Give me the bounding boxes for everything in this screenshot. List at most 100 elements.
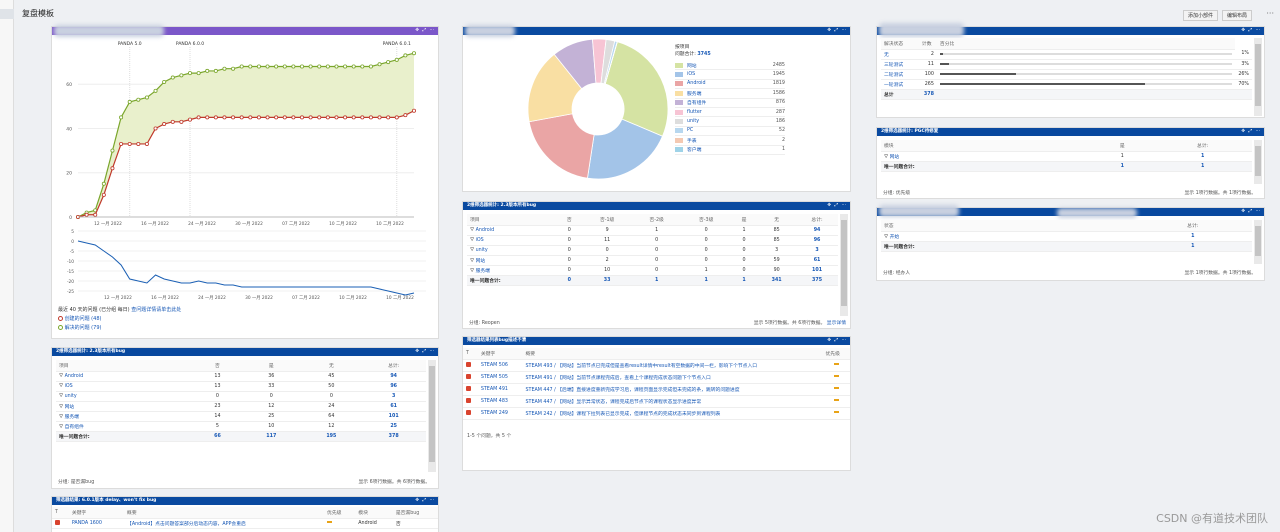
cell-value[interactable]: 96	[361, 381, 426, 392]
cell-value[interactable]: 1	[1153, 151, 1252, 162]
cell-value[interactable]: 64	[301, 411, 362, 422]
legend-row[interactable]: PC 52	[675, 127, 785, 137]
total-value[interactable]: 195	[301, 431, 362, 442]
cell-value[interactable]: 0	[301, 391, 362, 402]
table-row[interactable]: ⛛ Android 13 36 45 94	[56, 371, 426, 382]
cell-value[interactable]: 0	[241, 391, 302, 402]
issue-summary[interactable]: STEAM 491 / 【网站】当前节点课程完成后，查看上个课程完成状态问题下个…	[522, 371, 823, 384]
total-value[interactable]: 1	[1153, 161, 1252, 172]
cell-value[interactable]: 0	[631, 245, 682, 256]
legend-created-label[interactable]: 创建的问题 (48)	[64, 316, 102, 322]
gadget-controls-icon[interactable]: ✥ ⤢ ⋯	[1241, 28, 1261, 33]
legend-row[interactable]: 自有组件 876	[675, 99, 785, 108]
scrollbar[interactable]	[1254, 140, 1262, 184]
total-value[interactable]: 1	[631, 275, 682, 286]
legend-row[interactable]: iOS 1945	[675, 70, 785, 80]
cell-value[interactable]: 14	[193, 411, 242, 422]
cell-value[interactable]: 94	[361, 371, 426, 382]
cell-value[interactable]: 33	[241, 381, 302, 392]
issue-summary[interactable]: 【Android】点击问题答案部分后动态内容，APP会重启	[124, 518, 325, 529]
legend-row[interactable]: 客户端 1	[675, 146, 785, 155]
total-value[interactable]: 378	[918, 89, 937, 100]
scrollbar[interactable]	[840, 214, 848, 316]
col-header[interactable]: 是	[241, 360, 302, 372]
gadget-controls-icon[interactable]: ✥ ⤢ ⋯	[415, 349, 435, 354]
row-name[interactable]: 自有组件	[64, 424, 84, 430]
cell-value[interactable]: 25	[241, 411, 302, 422]
issue-summary[interactable]: STEAM 493 / 【网站】当前节点已完成但是查看result详情中resu…	[522, 359, 823, 372]
cell-value[interactable]: 0	[556, 235, 583, 246]
total-value[interactable]: 1	[1091, 161, 1154, 172]
col-header[interactable]: T	[463, 348, 478, 360]
cell-value[interactable]: 0	[556, 255, 583, 266]
cell-value[interactable]: 3	[361, 391, 426, 402]
summary-link[interactable]: 查问题详情请单击此处	[131, 307, 182, 313]
cell-value[interactable]: 94	[796, 225, 838, 236]
cell-value[interactable]: 0	[556, 245, 583, 256]
col-header[interactable]: 总计:	[796, 214, 838, 226]
cell-value[interactable]: 13	[193, 381, 242, 392]
total-value[interactable]: 1	[1133, 241, 1252, 252]
row-name[interactable]: Android	[475, 228, 495, 233]
cell-value[interactable]: 12	[241, 401, 302, 412]
cell-value[interactable]: 2	[582, 255, 632, 266]
cell-value[interactable]: 1	[1091, 151, 1154, 162]
filter-icon[interactable]: ⛛	[884, 234, 890, 240]
row-name[interactable]: unity	[64, 394, 77, 399]
col-header[interactable]: 否-2级	[631, 214, 682, 226]
filter-icon[interactable]: ⛛	[59, 374, 65, 379]
total-value[interactable]: 33	[582, 275, 632, 286]
table-row[interactable]: ⛛ iOS 13 33 50 96	[56, 381, 426, 392]
total-value[interactable]: 378	[361, 431, 426, 442]
col-header[interactable]: 项目	[467, 214, 557, 226]
table-row[interactable]: ⛛ 服务端 14 25 64 101	[56, 411, 426, 422]
status-name[interactable]: 二轮测试	[881, 69, 919, 80]
col-header[interactable]: 否	[556, 214, 583, 226]
col-header[interactable]: 是	[1091, 140, 1154, 152]
issue-summary[interactable]: STEAM 447 / 【网站】显示异常状态，课程完成后节点下的课程状态显示进度…	[522, 395, 823, 408]
more-menu-icon[interactable]: ···	[1266, 9, 1274, 18]
total-value[interactable]: 341	[757, 275, 797, 286]
issue-key[interactable]: PANDA 1600	[68, 518, 125, 529]
cell-value[interactable]: 0	[730, 265, 758, 276]
legend-name[interactable]: unity	[687, 119, 700, 125]
filter-icon[interactable]: ⛛	[470, 248, 476, 253]
filter-icon[interactable]: ⛛	[470, 268, 476, 274]
cell-value[interactable]: 3	[796, 245, 838, 256]
table-row[interactable]: ⛛ 开始 1	[881, 231, 1252, 242]
col-header[interactable]: 否-1级	[582, 214, 632, 226]
cell-value[interactable]: 61	[361, 401, 426, 412]
legend-row[interactable]: unity 186	[675, 117, 785, 127]
row-name[interactable]: 服务端	[64, 414, 79, 420]
legend-name[interactable]: 网站	[687, 63, 697, 69]
filter-icon[interactable]: ⛛	[59, 384, 65, 389]
cell-value[interactable]: 1	[681, 265, 731, 276]
row-name[interactable]: 网站	[475, 258, 486, 264]
col-priority[interactable]: 优先级	[324, 507, 356, 519]
table-row[interactable]: ⛛ unity 0 0 0 3	[56, 391, 426, 402]
cell-value[interactable]: 1	[730, 225, 758, 236]
show-details-link[interactable]: 显示详情	[826, 321, 846, 326]
cell-value[interactable]: 50	[301, 381, 362, 392]
row-name[interactable]: 网站	[889, 154, 900, 160]
filter-icon[interactable]: ⛛	[59, 424, 65, 430]
table-row[interactable]: STEAM 506 STEAM 493 / 【网站】当前节点已完成但是查看resu…	[463, 359, 850, 372]
table-row[interactable]: STEAM 483 STEAM 447 / 【网站】显示异常状态，课程完成后节点下…	[463, 395, 850, 408]
total-value[interactable]: 0	[556, 275, 583, 286]
row-name[interactable]: 开始	[889, 234, 900, 240]
col-key[interactable]: 关键字	[68, 507, 125, 519]
legend-row[interactable]: 手表 2	[675, 136, 785, 146]
status-name[interactable]: 无	[881, 49, 919, 60]
row-name[interactable]: iOS	[475, 238, 484, 243]
cell-value[interactable]: 0	[631, 235, 682, 246]
cell-value[interactable]: 13	[193, 371, 242, 382]
row-name[interactable]: unity	[475, 248, 488, 253]
gadget-controls-icon[interactable]: ✥ ⤢ ⋯	[827, 338, 847, 343]
total-value[interactable]: 1	[681, 275, 731, 286]
table-row[interactable]: ⛛ 网站 1 1	[881, 151, 1252, 162]
gadget-controls-icon[interactable]: ✥ ⤢ ⋯	[1241, 209, 1261, 214]
table-row[interactable]: ⛛ Android 0 9 1 0 1 85 94	[467, 225, 838, 236]
filter-icon[interactable]: ⛛	[59, 404, 65, 410]
table-row[interactable]: ⛛ 网站 0 2 0 0 0 59 61	[467, 255, 838, 266]
legend-name[interactable]: Android	[687, 81, 706, 87]
